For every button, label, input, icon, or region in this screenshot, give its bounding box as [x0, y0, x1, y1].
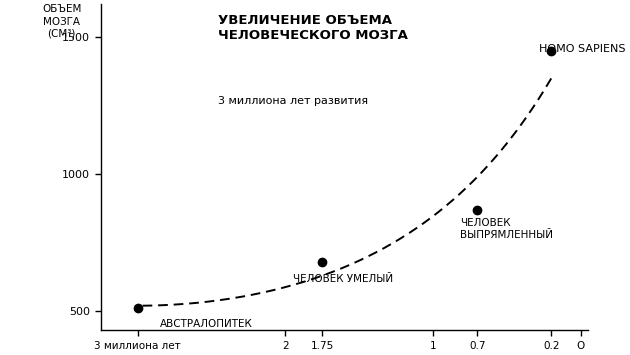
- Text: HOMO SAPIENS: HOMO SAPIENS: [539, 44, 626, 54]
- Text: ЧЕЛОВЕК
ВЫПРЯМЛЕННЫЙ: ЧЕЛОВЕК ВЫПРЯМЛЕННЫЙ: [460, 218, 553, 240]
- Text: УВЕЛИЧЕНИЕ ОБЪЕМА
ЧЕЛОВЕЧЕСКОГО МОЗГА: УВЕЛИЧЕНИЕ ОБЪЕМА ЧЕЛОВЕЧЕСКОГО МОЗГА: [218, 14, 408, 42]
- Text: ЧЕЛОВЕК УМЕЛЫЙ: ЧЕЛОВЕК УМЕЛЫЙ: [293, 274, 393, 284]
- Text: 3 миллиона лет развития: 3 миллиона лет развития: [218, 95, 368, 105]
- Text: АВСТРАЛОПИТЕК: АВСТРАЛОПИТЕК: [160, 320, 253, 329]
- Text: ОБЪЕМ
МОЗГА
(СМ³): ОБЪЕМ МОЗГА (СМ³): [42, 4, 81, 39]
